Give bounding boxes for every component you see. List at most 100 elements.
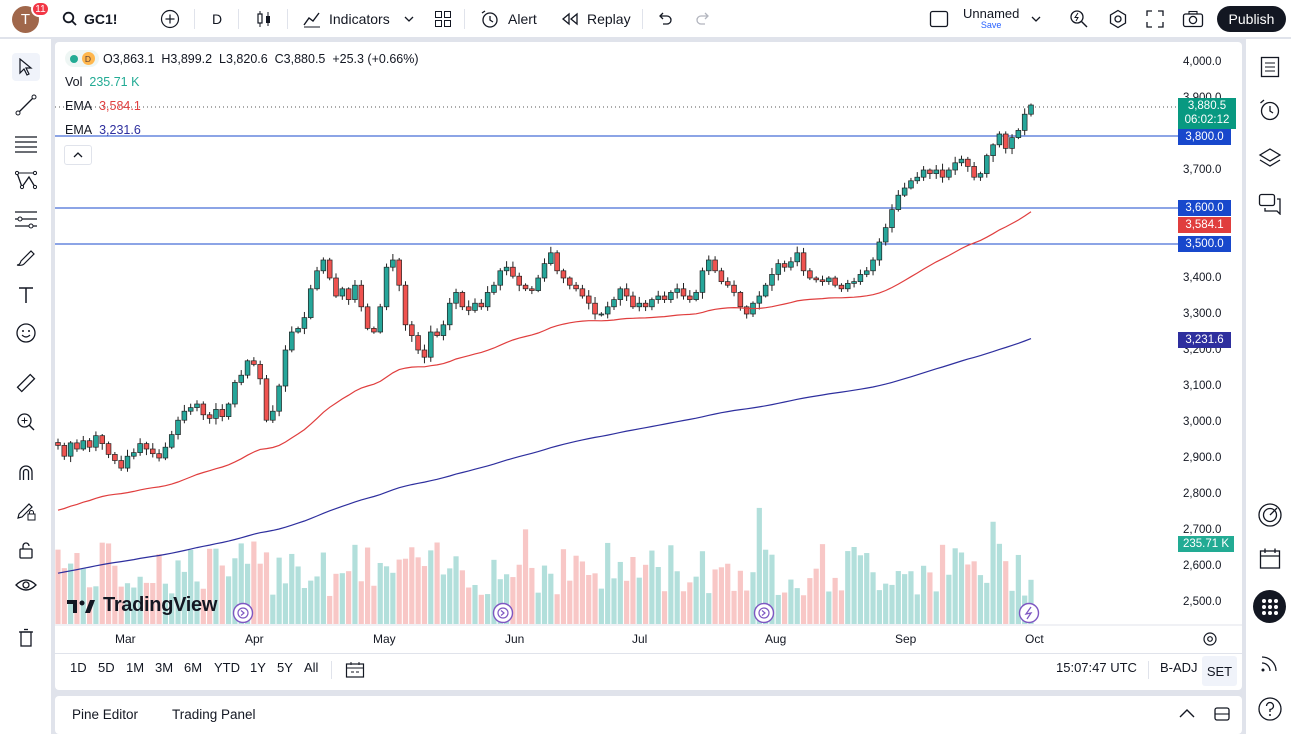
range-button[interactable]: 1Y	[250, 660, 266, 675]
candle-body[interactable]	[472, 302, 478, 311]
candle-body[interactable]	[434, 331, 440, 336]
candle-body[interactable]	[80, 440, 87, 450]
candle-body[interactable]	[326, 259, 333, 279]
candle-body[interactable]	[908, 180, 914, 189]
range-button[interactable]: 1M	[126, 660, 145, 675]
compare-symbol-button[interactable]	[160, 0, 180, 38]
candle-body[interactable]	[914, 176, 921, 182]
adjustment-toggle[interactable]: B-ADJ	[1160, 660, 1198, 675]
volume-legend[interactable]: Vol 235.71 K	[65, 75, 139, 89]
candle-body[interactable]	[775, 263, 782, 275]
candle-body[interactable]	[939, 169, 946, 178]
candle-body[interactable]	[339, 288, 346, 297]
candle-body[interactable]	[364, 306, 371, 329]
candle-body[interactable]	[567, 277, 573, 286]
candle-body[interactable]	[693, 292, 699, 300]
symbol-search-button[interactable]: GC1!	[62, 0, 117, 38]
candle-body[interactable]	[446, 302, 453, 326]
candle-body[interactable]	[984, 155, 990, 174]
candle-body[interactable]	[598, 313, 605, 316]
layout-save-button[interactable]: Unnamed Save	[929, 0, 1041, 38]
event-marker[interactable]	[232, 602, 254, 624]
candle-body[interactable]	[320, 259, 327, 272]
candle-body[interactable]	[560, 270, 567, 279]
range-button[interactable]: 5D	[98, 660, 115, 675]
range-button[interactable]: 1D	[70, 660, 87, 675]
news-stream-button[interactable]	[1256, 649, 1284, 677]
goto-date-button[interactable]	[345, 661, 365, 682]
brush-tool[interactable]	[12, 244, 40, 272]
horizontal-lines-tool[interactable]	[12, 130, 40, 158]
candle-body[interactable]	[807, 270, 813, 279]
event-marker[interactable]	[753, 602, 775, 624]
candle-body[interactable]	[756, 295, 763, 304]
candle-body[interactable]	[731, 284, 737, 293]
candle-body[interactable]	[851, 281, 857, 284]
utc-clock[interactable]: 15:07:47 UTC	[1056, 660, 1137, 675]
candle-body[interactable]	[743, 306, 750, 315]
candle-body[interactable]	[421, 349, 428, 358]
candle-body[interactable]	[933, 169, 939, 174]
candle-body[interactable]	[453, 292, 459, 304]
publish-button[interactable]: Publish	[1217, 6, 1286, 32]
layouts-button[interactable]	[434, 0, 452, 38]
candle-body[interactable]	[788, 261, 794, 268]
candle-body[interactable]	[503, 266, 510, 272]
candle-body[interactable]	[592, 302, 598, 315]
candle-body[interactable]	[377, 306, 383, 333]
candle-body[interactable]	[301, 317, 308, 329]
measure-tool[interactable]	[12, 369, 40, 397]
candle-body[interactable]	[219, 409, 226, 417]
candle-body[interactable]	[175, 419, 181, 435]
candle-body[interactable]	[636, 302, 643, 308]
candle-body[interactable]	[712, 259, 718, 272]
candle-body[interactable]	[674, 288, 680, 293]
candle-body[interactable]	[238, 374, 244, 383]
interval-button[interactable]: D	[212, 11, 223, 27]
candle-body[interactable]	[345, 288, 352, 300]
remove-drawings-tool[interactable]	[12, 624, 40, 652]
candle-body[interactable]	[826, 277, 832, 282]
candle-body[interactable]	[74, 442, 80, 450]
candle-body[interactable]	[889, 209, 895, 228]
candle-body[interactable]	[794, 252, 800, 263]
candle-body[interactable]	[150, 448, 156, 455]
candle-body[interactable]	[611, 299, 617, 308]
candle-body[interactable]	[402, 284, 409, 326]
candle-body[interactable]	[819, 279, 826, 282]
candle-body[interactable]	[484, 292, 491, 308]
dividend-marker[interactable]	[1018, 602, 1040, 624]
candle-body[interactable]	[706, 259, 712, 272]
candle-body[interactable]	[61, 445, 68, 457]
candle-body[interactable]	[680, 288, 687, 297]
collapse-legend-button[interactable]	[64, 145, 92, 165]
pattern-tool[interactable]	[12, 166, 40, 194]
price-chart[interactable]	[55, 42, 1242, 690]
candle-body[interactable]	[270, 410, 276, 421]
range-button[interactable]: 6M	[184, 660, 203, 675]
candle-body[interactable]	[901, 187, 908, 196]
candle-body[interactable]	[870, 259, 876, 272]
candle-body[interactable]	[623, 288, 630, 297]
candle-body[interactable]	[491, 284, 497, 293]
lock-drawings-tool[interactable]	[12, 536, 40, 564]
candle-body[interactable]	[333, 277, 339, 297]
candle-body[interactable]	[187, 407, 194, 412]
maximize-panel-button[interactable]	[1213, 705, 1231, 726]
candle-body[interactable]	[699, 270, 706, 293]
candle-body[interactable]	[244, 360, 251, 376]
candle-body[interactable]	[863, 270, 870, 275]
range-button[interactable]: 5Y	[277, 660, 293, 675]
candle-body[interactable]	[895, 194, 902, 210]
candle-body[interactable]	[554, 252, 560, 272]
candle-body[interactable]	[585, 295, 592, 304]
range-button[interactable]: 3M	[155, 660, 174, 675]
candle-body[interactable]	[409, 324, 415, 336]
replay-button[interactable]: Replay	[561, 0, 631, 38]
text-tool[interactable]	[12, 281, 40, 309]
emoji-tool[interactable]	[12, 319, 40, 347]
candle-body[interactable]	[118, 460, 124, 469]
candle-body[interactable]	[958, 158, 965, 164]
candle-body[interactable]	[232, 382, 238, 405]
candle-body[interactable]	[630, 295, 636, 308]
